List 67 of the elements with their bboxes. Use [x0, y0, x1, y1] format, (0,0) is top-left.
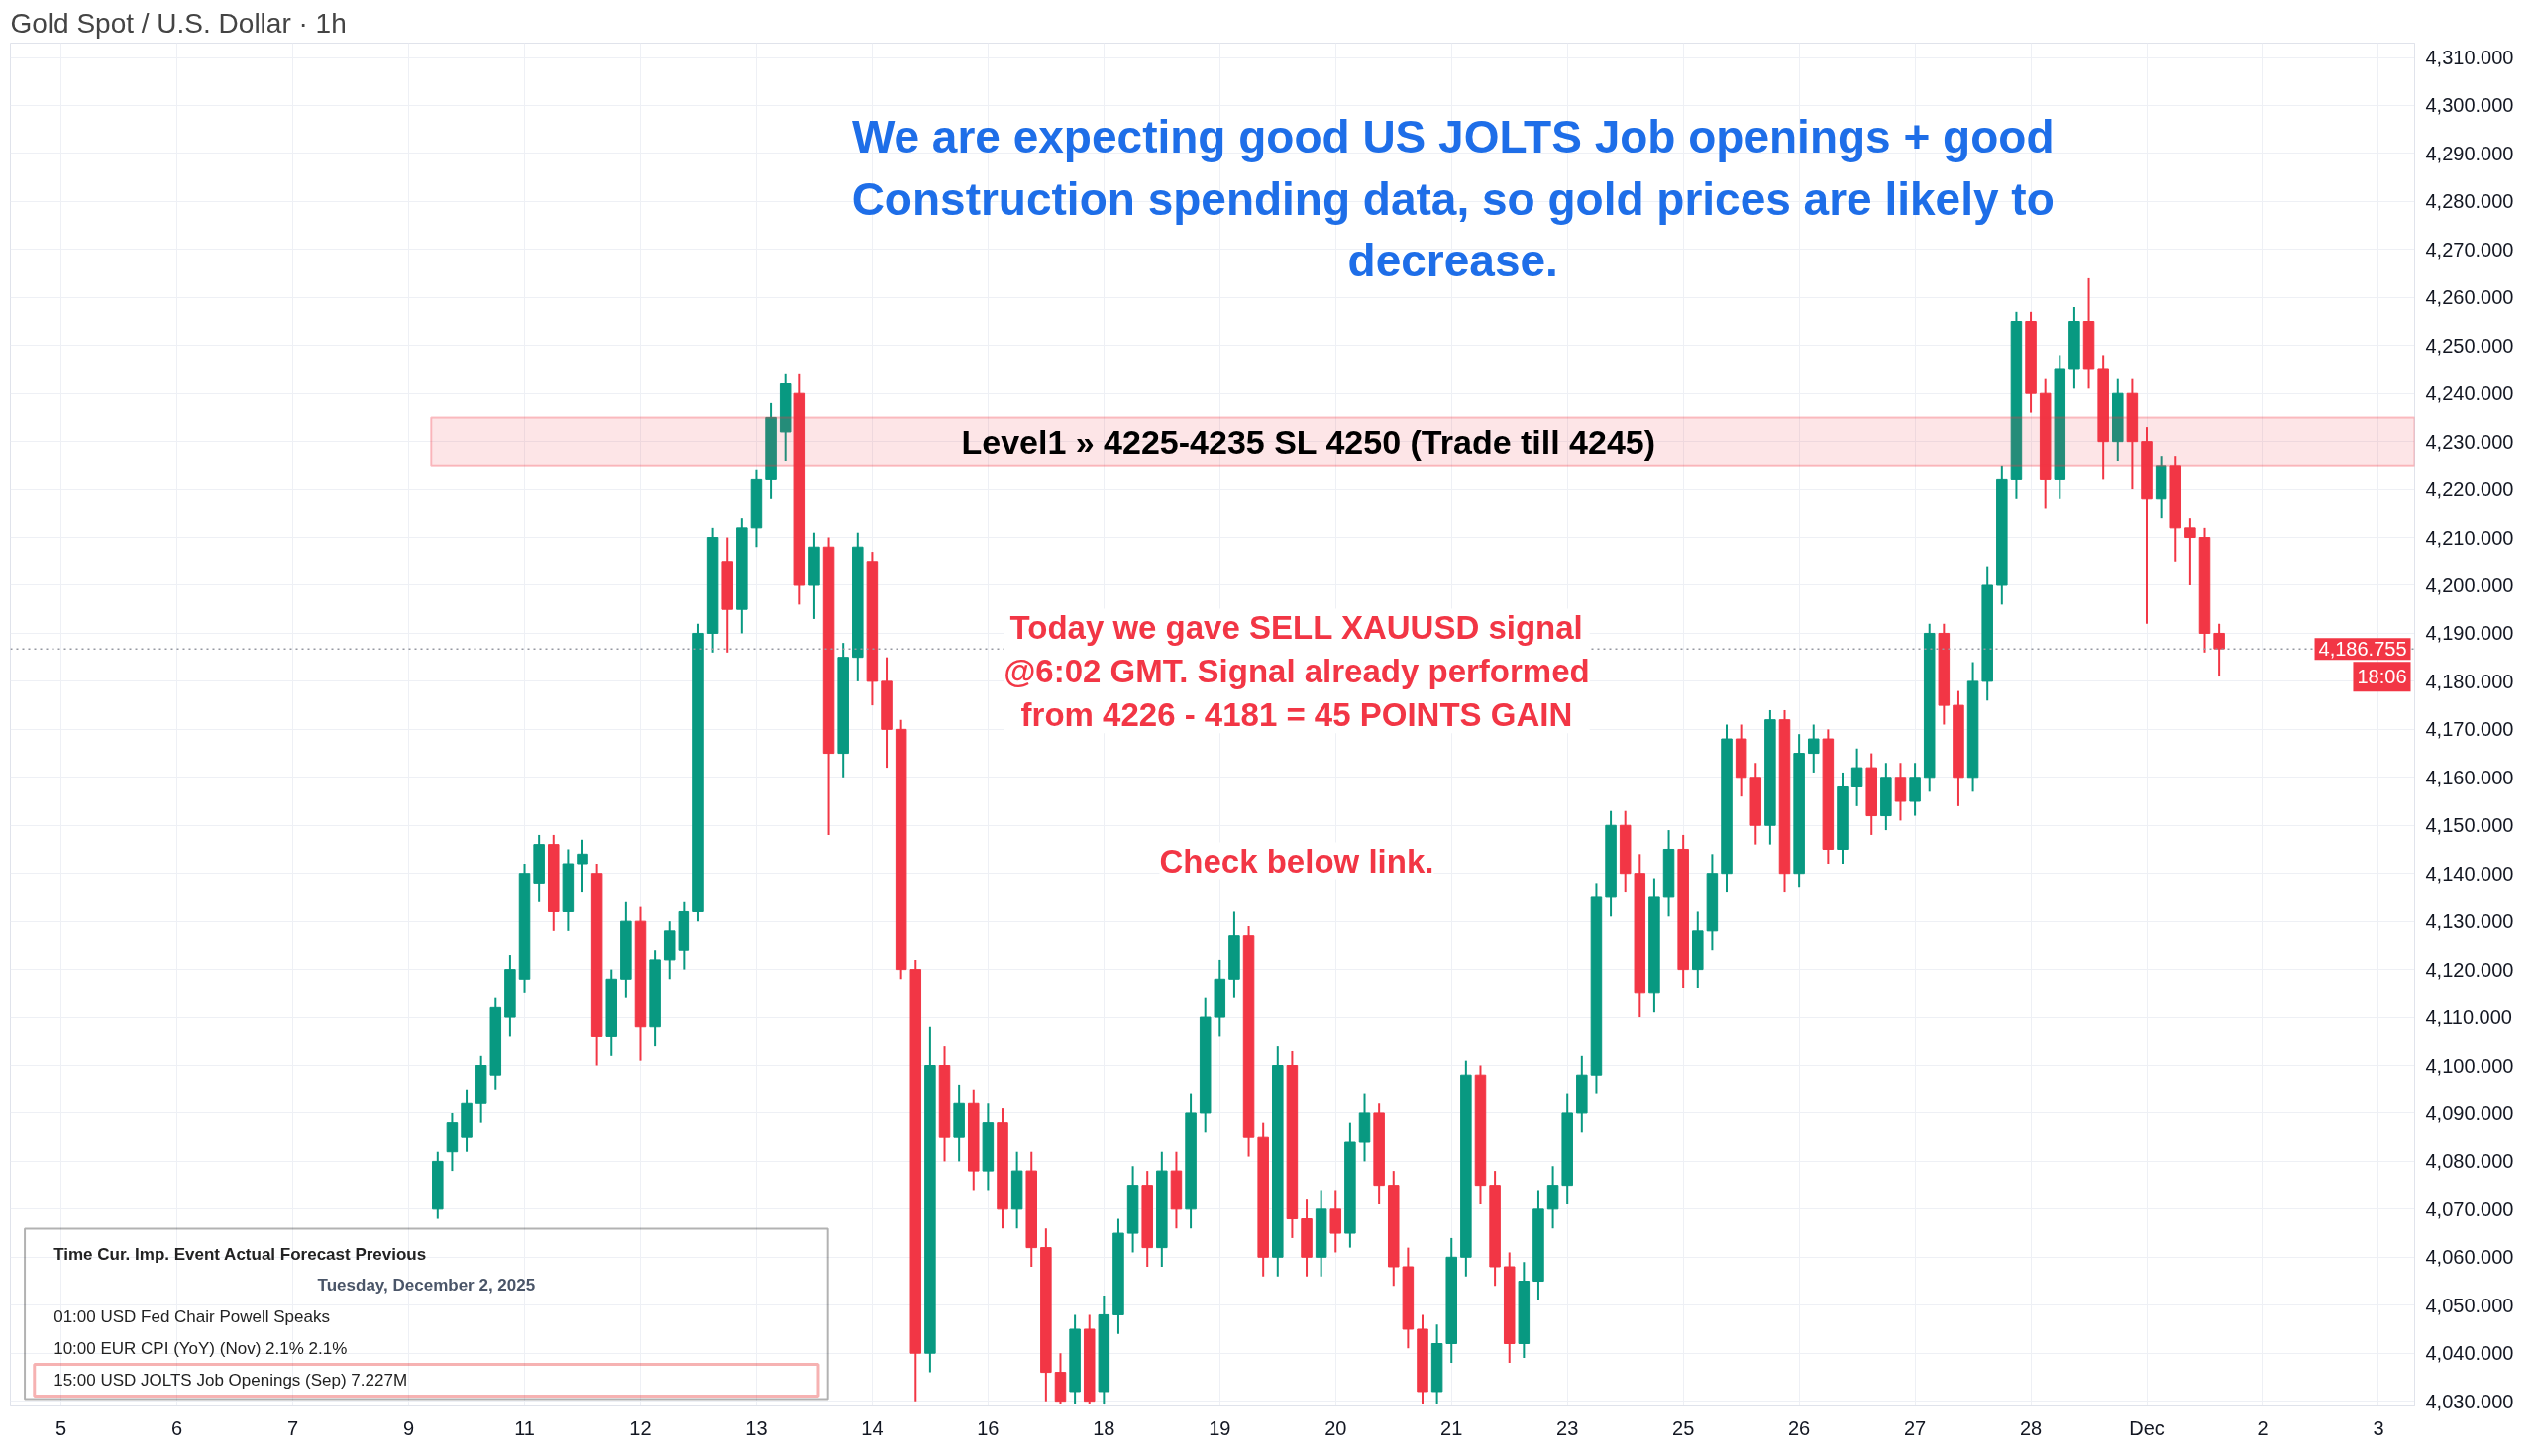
y-tick-label: 4,290.000	[2425, 142, 2514, 164]
annotation: 18:06	[2357, 666, 2407, 688]
candlestick	[1850, 747, 1863, 807]
y-tick-label: 4,130.000	[2425, 910, 2514, 933]
x-tick-label: 26	[1788, 1416, 1811, 1439]
y-tick-label: 4,140.000	[2425, 862, 2514, 884]
x-tick-label: 9	[403, 1416, 415, 1439]
y-tick-label: 4,050.000	[2425, 1294, 2514, 1316]
y-tick-label: 4,250.000	[2425, 334, 2514, 357]
annotation: We are expecting good US JOLTS Job openings + good Construction spending data, so gold prices are likely to decrease.	[851, 111, 2055, 287]
annotation: Time Cur. Imp. Event Actual Forecast Previous	[53, 1244, 427, 1264]
x-tick-label: 11	[514, 1416, 535, 1439]
x-tick-label: 27	[1903, 1416, 1927, 1439]
x-tick-label: 25	[1672, 1416, 1695, 1439]
y-tick-label: 4,190.000	[2425, 622, 2514, 645]
annotation: 10:00 EUR CPI (YoY) (Nov) 2.1% 2.1%	[53, 1339, 348, 1359]
y-tick-label: 4,160.000	[2425, 766, 2514, 788]
candlestick	[1807, 723, 1820, 774]
y-tick-label: 4,280.000	[2425, 190, 2514, 213]
y-tick-label: 4,030.000	[2425, 1390, 2514, 1412]
x-tick-label: 28	[2019, 1416, 2043, 1439]
x-tick-label: 14	[861, 1416, 884, 1439]
y-tick-label: 4,120.000	[2425, 958, 2514, 981]
y-tick-label: 4,090.000	[2425, 1101, 2514, 1124]
y-tick-label: 4,110.000	[2425, 1006, 2512, 1029]
x-tick-label: 23	[1556, 1416, 1579, 1439]
y-tick-label: 4,310.000	[2425, 47, 2514, 69]
y-tick-label: 4,220.000	[2425, 478, 2514, 501]
x-tick-label: 6	[171, 1416, 183, 1439]
x-tick-label: 21	[1440, 1416, 1463, 1439]
x-tick-label: 3	[2373, 1416, 2384, 1439]
band-label: Level1 » 4225-4235 SL 4250 (Trade till 4245)	[961, 422, 1656, 461]
y-tick-label: 4,070.000	[2425, 1197, 2514, 1220]
candlestick	[2184, 517, 2196, 586]
x-tick-label: Dec	[2129, 1416, 2165, 1439]
x-tick-label: 16	[977, 1416, 1000, 1439]
annotation: 15:00 USD JOLTS Job Openings (Sep) 7.227M	[53, 1371, 408, 1391]
y-tick-label: 4,270.000	[2425, 238, 2514, 260]
y-tick-label: 4,060.000	[2425, 1246, 2514, 1269]
y-tick-label: 4,100.000	[2425, 1054, 2514, 1077]
ref-line-label: 4,186.755	[2318, 638, 2407, 661]
x-tick-label: 13	[745, 1416, 768, 1439]
y-tick-label: 4,300.000	[2425, 94, 2514, 117]
chart-title: Gold Spot / U.S. Dollar · 1h	[10, 7, 347, 39]
annotation: 01:00 USD Fed Chair Powell Speaks	[53, 1307, 330, 1327]
candlestick	[2213, 622, 2225, 678]
x-tick-label: 19	[1209, 1416, 1231, 1439]
annotation: Tuesday, December 2, 2025	[317, 1276, 536, 1296]
y-tick-label: 4,170.000	[2425, 718, 2514, 741]
y-tick-label: 4,040.000	[2425, 1342, 2514, 1365]
x-tick-label: 7	[287, 1416, 299, 1439]
y-tick-label: 4,260.000	[2425, 286, 2514, 309]
x-tick-label: 2	[2257, 1416, 2269, 1439]
x-tick-label: 12	[629, 1416, 652, 1439]
candlestick	[577, 838, 588, 894]
annotation: Check below link.	[1159, 842, 1434, 880]
y-tick-label: 4,150.000	[2425, 814, 2514, 837]
y-tick-label: 4,200.000	[2425, 573, 2514, 596]
y-tick-label: 4,180.000	[2425, 670, 2514, 692]
annotation: Today we gave SELL XAUUSD signal @6:02 GMT. Signal already performed from 4226 - 4181 = 45 POINTS GAIN	[1004, 608, 1590, 734]
x-tick-label: 20	[1324, 1416, 1347, 1439]
x-tick-label: 5	[55, 1416, 67, 1439]
y-tick-label: 4,210.000	[2425, 526, 2514, 549]
y-tick-label: 4,080.000	[2425, 1150, 2514, 1173]
x-tick-label: 18	[1093, 1416, 1115, 1439]
y-tick-label: 4,240.000	[2425, 382, 2514, 405]
y-tick-label: 4,230.000	[2425, 430, 2514, 453]
